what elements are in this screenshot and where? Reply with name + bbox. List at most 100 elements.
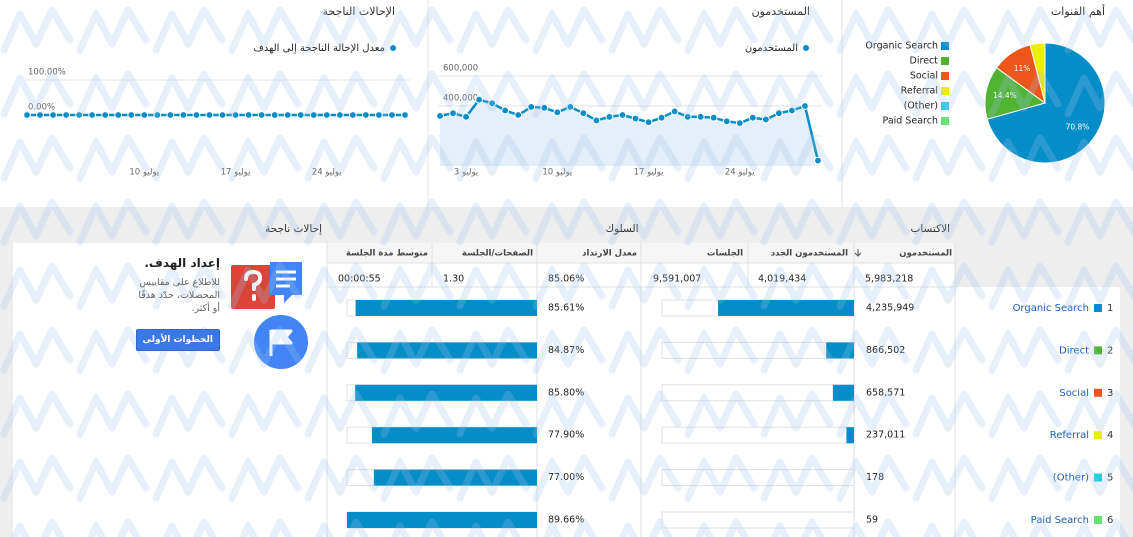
group-header: إحالات ناجحة xyxy=(265,223,322,235)
data-point xyxy=(62,111,71,119)
data-point xyxy=(475,95,484,104)
data-point xyxy=(722,117,731,126)
users-value: 59 xyxy=(866,515,878,526)
bounce-bar xyxy=(347,512,537,528)
legend-label: (Other) xyxy=(904,101,938,112)
total-value: 00:00:55 xyxy=(338,274,381,285)
x-tick-label: يوليو 24 xyxy=(725,168,755,178)
x-tick-label: يوليو 17 xyxy=(634,168,664,178)
data-point xyxy=(88,111,97,119)
row-name: (Other) xyxy=(1053,473,1089,484)
data-point xyxy=(322,111,331,119)
users-bar xyxy=(718,300,854,316)
row-swatch xyxy=(1094,346,1102,355)
goal-title: إعداد الهدف. xyxy=(144,256,220,270)
total-value: 85.06% xyxy=(548,274,584,285)
group-header: السلوك xyxy=(605,223,638,235)
total-value: 1.30 xyxy=(443,274,464,285)
row-swatch xyxy=(1094,431,1102,440)
data-point xyxy=(801,102,809,110)
bounce-value: 77.00% xyxy=(548,472,584,483)
data-point xyxy=(218,111,227,119)
total-value: 4,019,434 xyxy=(758,274,806,285)
users-value: 178 xyxy=(866,472,884,483)
bounce-bar xyxy=(371,427,537,444)
total-value: 9,591,007 xyxy=(653,274,701,285)
bar-track xyxy=(661,384,855,402)
data-point xyxy=(36,111,44,119)
column-header: المستخدمون xyxy=(899,249,952,259)
legend-marker xyxy=(803,45,809,51)
column-header: متوسط مدة الجلسة xyxy=(346,249,428,259)
data-point xyxy=(101,111,110,119)
data-point xyxy=(462,112,470,121)
data-point xyxy=(205,111,214,119)
data-point xyxy=(774,109,783,118)
bounce-bar xyxy=(355,300,537,316)
legend-swatch xyxy=(941,72,949,80)
row-index: 1 xyxy=(1107,303,1113,314)
bounce-bar xyxy=(357,342,537,359)
data-point xyxy=(309,111,318,119)
data-point xyxy=(761,115,770,124)
x-tick-label: يوليو 17 xyxy=(221,168,251,178)
data-point xyxy=(153,111,162,119)
data-point xyxy=(514,111,523,119)
legend-label: Social xyxy=(910,71,938,82)
bounce-bar xyxy=(355,384,537,401)
data-point xyxy=(748,113,757,122)
data-point xyxy=(114,111,123,119)
data-point xyxy=(179,111,188,119)
legend-swatch xyxy=(941,57,949,65)
row-index: 3 xyxy=(1107,388,1113,399)
x-tick-label: يوليو 24 xyxy=(312,168,342,178)
data-point xyxy=(670,107,679,116)
data-point xyxy=(449,109,457,118)
legend-swatch xyxy=(941,87,949,95)
data-point xyxy=(361,111,370,119)
row-index: 2 xyxy=(1107,345,1113,356)
panel-title: المستخدمون xyxy=(752,5,810,18)
data-point xyxy=(553,108,562,117)
x-tick-label: يوليو 10 xyxy=(129,168,159,178)
column-header: الجلسات xyxy=(707,249,743,259)
users-bar xyxy=(846,427,854,444)
data-point xyxy=(283,111,292,119)
data-point xyxy=(644,118,653,127)
slice-label: 11% xyxy=(1014,64,1031,73)
bounce-value: 84.87% xyxy=(548,345,584,356)
data-point xyxy=(231,111,240,119)
row-swatch xyxy=(1094,516,1102,524)
data-point xyxy=(192,111,201,119)
bar-track xyxy=(661,511,855,529)
y-tick-label: 100.00% xyxy=(28,68,66,78)
column-header: الصفحات/الجلسة xyxy=(462,249,533,259)
bar-track xyxy=(661,341,855,359)
column-header: معدل الارتداد xyxy=(582,249,637,259)
legend-label: Paid Search xyxy=(883,116,938,127)
users-value: 237,011 xyxy=(866,430,905,441)
bar-track xyxy=(661,426,855,444)
data-point xyxy=(788,106,796,115)
row-name: Referral xyxy=(1050,430,1089,441)
row-name: Organic Search xyxy=(1013,303,1089,314)
bounce-value: 77.90% xyxy=(548,430,584,441)
get-started-button[interactable]: الخطوات الأولى xyxy=(135,329,220,351)
data-point xyxy=(657,113,666,122)
data-point xyxy=(270,111,279,119)
goal-text: للاطلاع على مقاييس المحصلات، حدّد هدفًا … xyxy=(138,277,220,314)
data-point xyxy=(257,111,266,119)
data-point xyxy=(23,111,31,119)
data-point xyxy=(735,119,744,127)
data-point xyxy=(631,114,640,123)
data-point xyxy=(814,156,822,165)
row-index: 4 xyxy=(1107,430,1113,441)
data-point xyxy=(696,112,705,121)
bounce-value: 89.66% xyxy=(548,515,584,526)
data-point xyxy=(436,112,444,120)
data-point xyxy=(244,111,253,119)
row-labels-panel xyxy=(955,287,1120,537)
data-point xyxy=(683,112,692,121)
